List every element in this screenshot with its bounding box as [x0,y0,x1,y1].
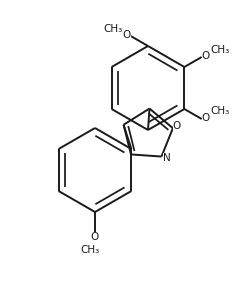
Text: N: N [163,153,170,162]
Text: CH₃: CH₃ [210,45,229,55]
Text: CH₃: CH₃ [103,24,122,34]
Text: O: O [122,30,131,40]
Text: CH₃: CH₃ [80,245,100,255]
Text: CH₃: CH₃ [210,106,229,116]
Text: O: O [202,51,210,61]
Text: O: O [91,232,99,242]
Text: O: O [202,113,210,123]
Text: O: O [173,121,181,131]
